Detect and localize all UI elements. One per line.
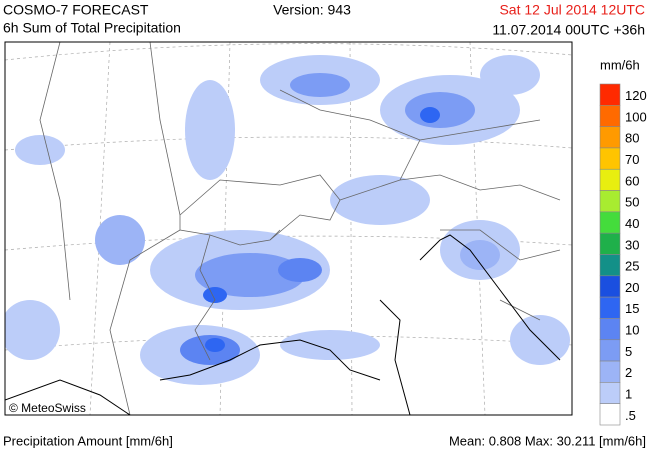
legend-swatch [599, 83, 621, 106]
legend-swatch [599, 105, 621, 127]
version: Version: 943 [273, 2, 351, 18]
legend-swatch [599, 232, 621, 255]
legend-label: 5 [625, 344, 632, 359]
legend-label: 50 [625, 195, 639, 210]
legend-swatch [599, 339, 621, 362]
legend-label: 40 [625, 216, 639, 231]
legend-label: 25 [625, 259, 639, 274]
footer-label: Precipitation Amount [mm/6h] [3, 433, 173, 448]
legend-label: 15 [625, 301, 639, 316]
legend-swatch [599, 275, 621, 298]
legend-label: 70 [625, 152, 639, 167]
legend-label: 10 [625, 323, 639, 338]
legend-swatch [599, 190, 621, 213]
legend: 120 100 80 70 60 50 40 30 25 20 15 10 5 2 1 .5 [599, 83, 647, 426]
title: COSMO-7 FORECAST [3, 2, 149, 18]
legend-swatch [599, 403, 621, 426]
legend-label: 100 [625, 109, 647, 124]
legend-swatch [599, 360, 621, 383]
legend-label: 120 [625, 88, 647, 103]
legend-swatch [599, 254, 621, 277]
legend-swatch [599, 318, 621, 341]
legend-label: 80 [625, 131, 639, 146]
footer-stats: Mean: 0.808 Max: 30.211 [mm/6h] [449, 433, 646, 448]
run-time: 11.07.2014 00UTC +36h [492, 22, 645, 38]
legend-swatch [599, 211, 621, 234]
subtitle: 6h Sum of Total Precipitation [3, 20, 181, 36]
legend-swatch [599, 296, 621, 319]
credit: © MeteoSwiss [9, 401, 86, 415]
map: © MeteoSwiss [4, 41, 573, 416]
legend-swatch [599, 382, 621, 404]
legend-label: 20 [625, 280, 639, 295]
legend-label: .5 [625, 408, 636, 423]
legend-label: 30 [625, 237, 639, 252]
legend-label: 2 [625, 365, 632, 380]
legend-swatch [599, 126, 621, 149]
legend-label: 60 [625, 173, 639, 188]
legend-unit: mm/6h [600, 57, 640, 72]
legend-swatch [599, 147, 621, 170]
valid-time: Sat 12 Jul 2014 12UTC [499, 2, 645, 18]
legend-label: 1 [625, 386, 632, 401]
legend-swatch [599, 168, 621, 191]
